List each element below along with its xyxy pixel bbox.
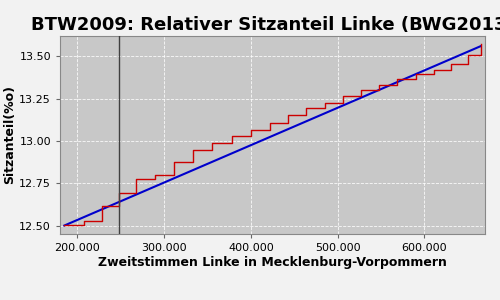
X-axis label: Zweitstimmen Linke in Mecklenburg-Vorpommern: Zweitstimmen Linke in Mecklenburg-Vorpom… bbox=[98, 256, 447, 269]
Title: BTW2009: Relativer Sitzanteil Linke (BWG2013): BTW2009: Relativer Sitzanteil Linke (BWG… bbox=[30, 16, 500, 34]
Y-axis label: Sitzanteil(%o): Sitzanteil(%o) bbox=[4, 85, 16, 184]
